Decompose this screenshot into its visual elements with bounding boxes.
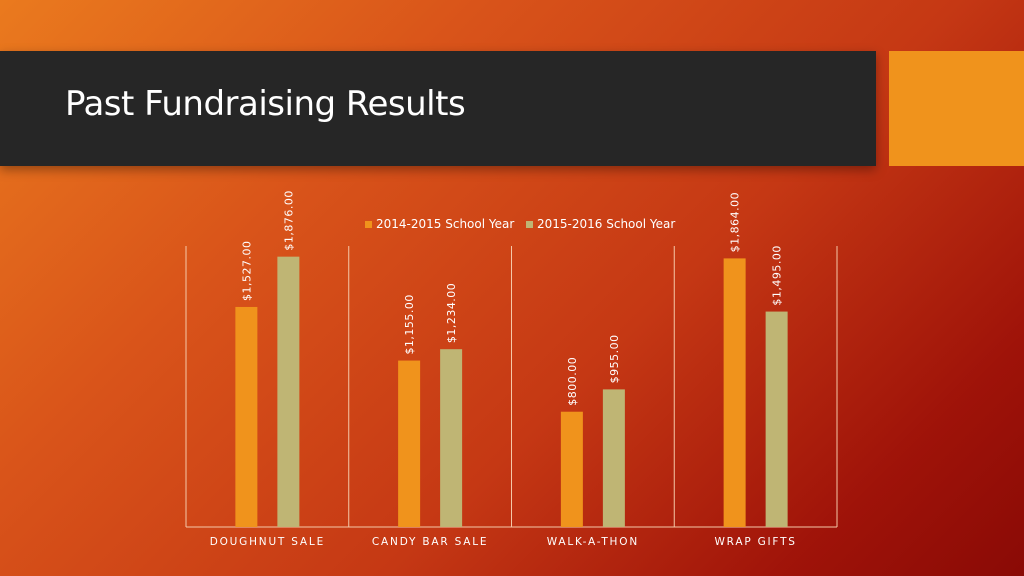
legend-item-series-2: 2015-2016 School Year xyxy=(526,217,675,231)
data-label-series-1: $1,527.00 xyxy=(240,240,253,300)
category-label: WRAP GIFTS xyxy=(714,536,796,548)
category-label: DOUGHNUT SALE xyxy=(210,536,325,548)
accent-square xyxy=(889,51,1024,166)
data-label-series-1: $1,864.00 xyxy=(729,192,742,252)
chart-legend: 2014-2015 School Year 2015-2016 School Y… xyxy=(0,217,1024,233)
category-label: CANDY BAR SALE xyxy=(372,536,488,548)
bar-series-2 xyxy=(440,349,463,527)
data-label-series-1: $800.00 xyxy=(566,357,579,406)
data-label-series-2: $1,495.00 xyxy=(771,245,784,305)
legend-swatch-series-1 xyxy=(365,220,372,228)
slide-title: Past Fundraising Results xyxy=(65,84,466,124)
category-label: WALK-A-THON xyxy=(547,536,639,548)
bar-series-1 xyxy=(235,306,258,527)
data-label-series-1: $1,155.00 xyxy=(403,294,416,354)
legend-label-series-1: 2014-2015 School Year xyxy=(376,217,515,231)
bar-series-1 xyxy=(398,360,421,527)
bar-series-2 xyxy=(602,389,625,527)
data-label-series-2: $1,234.00 xyxy=(445,283,458,343)
legend-swatch-series-2 xyxy=(526,220,533,228)
data-label-series-2: $955.00 xyxy=(608,334,621,383)
legend-label-series-2: 2015-2016 School Year xyxy=(537,217,676,231)
data-label-series-2: $1,876.00 xyxy=(282,190,295,250)
bar-series-1 xyxy=(560,411,583,527)
bar-series-2 xyxy=(765,311,788,527)
bar-series-1 xyxy=(723,258,746,527)
title-bar xyxy=(0,51,876,166)
bar-series-2 xyxy=(277,256,300,527)
legend-item-series-1: 2014-2015 School Year xyxy=(365,217,514,231)
